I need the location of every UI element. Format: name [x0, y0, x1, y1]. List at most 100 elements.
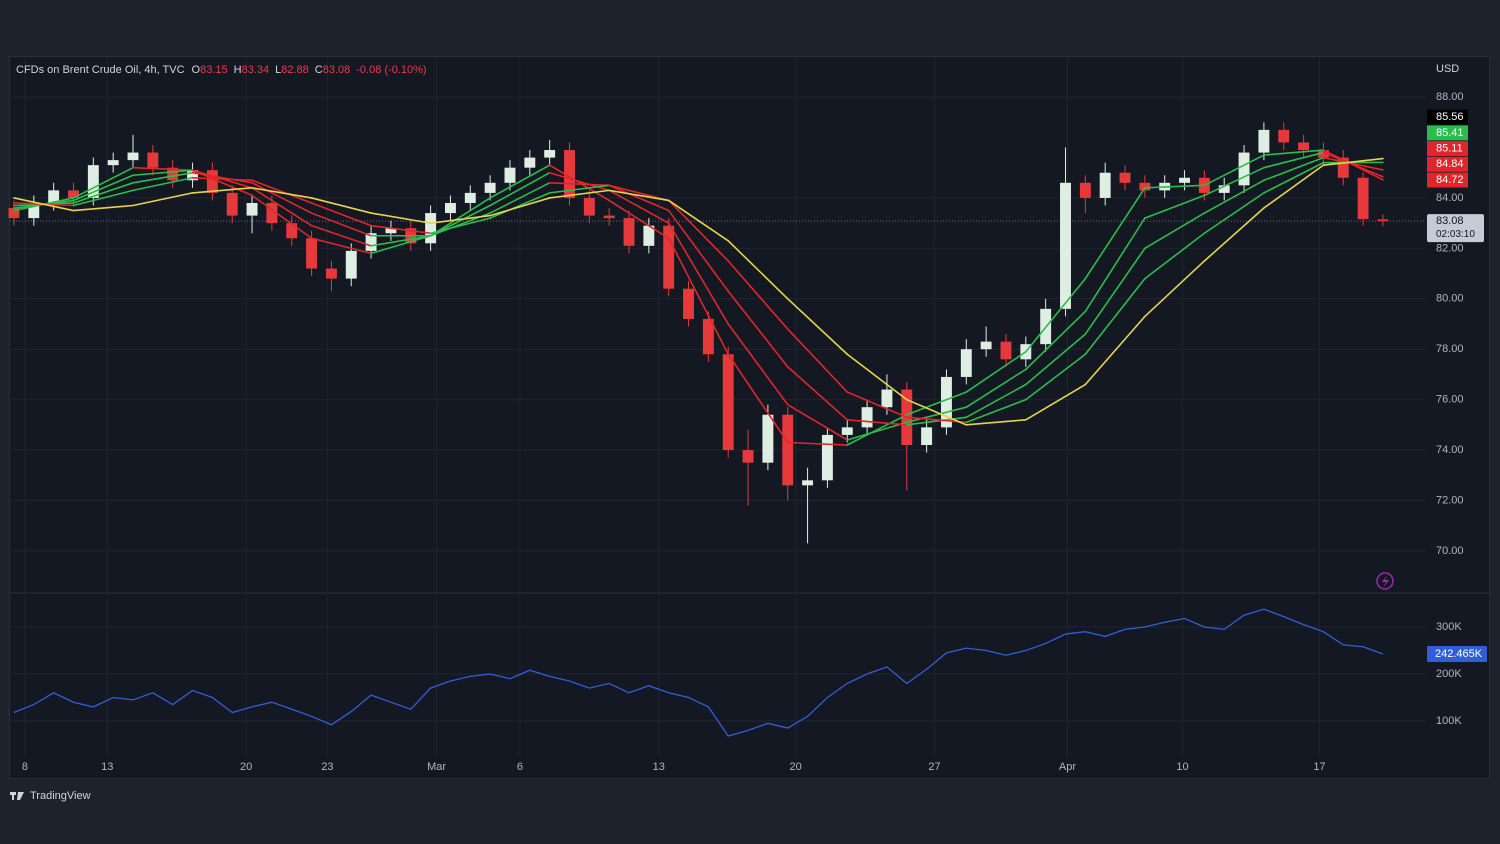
moving-average-segment [489, 164, 551, 199]
y-tick-label: 76.00 [1436, 394, 1464, 406]
moving-average-segment [310, 224, 372, 247]
moving-average-segment [1144, 260, 1206, 318]
candle-body [960, 349, 972, 377]
ohlc-value: 82.88 [281, 64, 309, 76]
moving-average-segment [1203, 154, 1265, 187]
ohlc-value: 83.34 [242, 64, 270, 76]
alert-icon[interactable] [1376, 572, 1394, 590]
y-tick-label: 84.00 [1436, 192, 1464, 204]
x-tick-label: 27 [928, 761, 940, 773]
moving-average-segment [72, 174, 134, 202]
candle-body [127, 152, 139, 161]
candle-body [206, 170, 218, 193]
candle-body [1099, 172, 1111, 198]
moving-average-segment [965, 419, 1027, 426]
moving-average-segment [489, 192, 551, 219]
moving-average-segment [608, 199, 670, 240]
candle-body [306, 238, 318, 269]
candle-body [881, 389, 893, 408]
candle-body [425, 213, 437, 244]
candle-body [504, 167, 516, 183]
moving-average-segment [132, 171, 194, 184]
moving-average-segment [1203, 207, 1265, 262]
moving-average-segment [429, 217, 491, 235]
candle-body [821, 434, 833, 481]
moving-average-segment [132, 176, 194, 192]
ma-price-label: 84.84 [1436, 158, 1464, 170]
moving-average-segment [667, 237, 730, 356]
moving-average-segment [1144, 194, 1206, 219]
moving-average-segment [370, 224, 432, 235]
x-tick-label: 20 [240, 761, 252, 773]
candle-body [782, 414, 794, 486]
ma-price-label-bg [1427, 109, 1468, 125]
symbol: CFDs on Brent Crude Oil, 4h, TVC [16, 64, 185, 76]
moving-average-segment [132, 192, 194, 207]
y-tick-label: 70.00 [1436, 545, 1464, 557]
moving-average-segment [72, 204, 134, 212]
moving-average-segment [370, 234, 432, 247]
ma-price-label: 85.41 [1436, 127, 1464, 139]
candle-body [643, 225, 655, 246]
moving-average-segment [310, 202, 372, 227]
ma-price-label-bg [1427, 172, 1468, 188]
moving-average-segment [667, 222, 730, 325]
moving-average-segment [1084, 217, 1146, 313]
candle-body [762, 414, 774, 463]
y-tick-label: 100K [1436, 715, 1462, 727]
ma-price-label: 84.72 [1436, 174, 1464, 186]
candle-body [663, 225, 675, 289]
x-tick-label: Apr [1059, 761, 1076, 773]
candle-body [1139, 182, 1151, 191]
moving-average-segment [1263, 161, 1325, 194]
candle-body [226, 192, 238, 216]
moving-average-segment [786, 403, 849, 441]
y-tick-label: 72.00 [1436, 494, 1464, 506]
moving-average-segment [965, 383, 1027, 419]
candle-body [583, 197, 595, 216]
moving-average-segment [251, 179, 313, 204]
moving-average-segment [548, 184, 610, 194]
moving-average-segment [132, 166, 194, 172]
moving-average-segment [727, 260, 789, 330]
candle-body [702, 318, 714, 355]
candle-body [87, 165, 99, 198]
moving-average-segment [1084, 277, 1146, 356]
y-tick-label: 80.00 [1436, 293, 1464, 305]
x-tick-label: 20 [790, 761, 802, 773]
candle-body [841, 427, 853, 435]
moving-average-segment [548, 171, 610, 192]
candle-body [861, 407, 873, 428]
moving-average-segment [786, 366, 849, 421]
moving-average-segment [310, 197, 372, 214]
moving-average-segment [727, 323, 789, 406]
ohlc-value: 83.08 [323, 64, 351, 76]
candle-body [484, 182, 496, 193]
moving-average-segment [489, 171, 551, 207]
moving-average-segment [1144, 232, 1206, 280]
moving-average-segment [965, 398, 1027, 424]
x-tick-label: 23 [321, 761, 333, 773]
moving-average-segment [727, 353, 789, 444]
candle-body [444, 202, 456, 214]
moving-average-segment [965, 368, 1027, 408]
candle-body [385, 228, 397, 234]
moving-average-segment [727, 239, 789, 300]
x-tick-label: 10 [1176, 761, 1188, 773]
moving-average-segment [1025, 277, 1087, 353]
candle-body [980, 341, 992, 350]
candle-body [266, 202, 278, 224]
candle-body [48, 190, 60, 203]
moving-average-segment [251, 187, 313, 227]
ohlc-key: O [192, 64, 201, 76]
currency: USD [1436, 63, 1459, 75]
candle-body [544, 150, 556, 158]
moving-average-segment [1025, 383, 1087, 421]
ma-price-label: 85.56 [1436, 111, 1464, 123]
y-tick-label: 88.00 [1436, 91, 1464, 103]
moving-average-segment [1322, 151, 1384, 178]
countdown: 02:03:10 [1436, 229, 1475, 240]
moving-average-segment [786, 297, 849, 356]
moving-average-segment [132, 169, 194, 177]
